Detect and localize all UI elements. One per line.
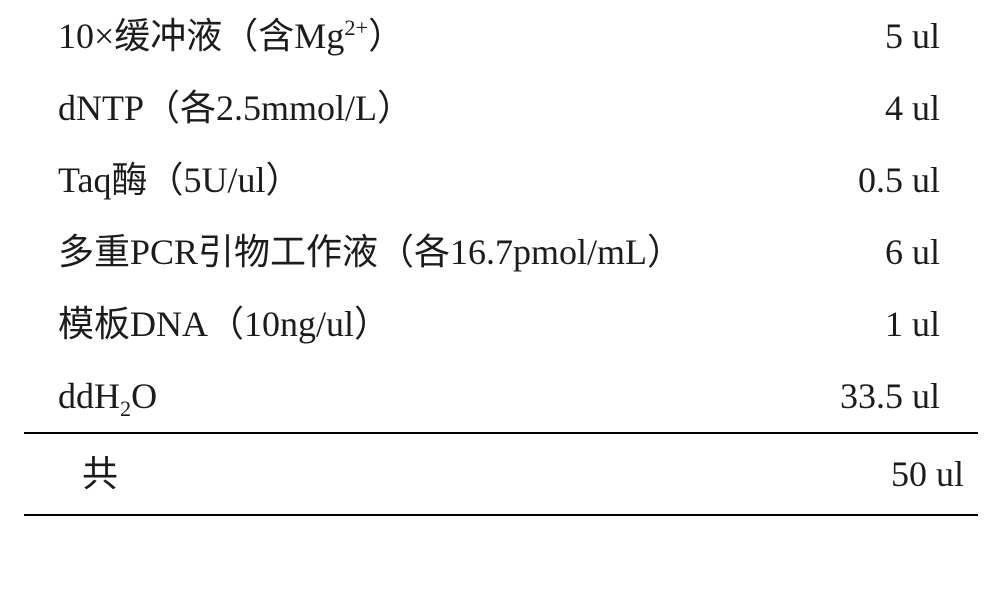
table-row: dNTP（各2.5mmol/L） 4 ul [58, 90, 940, 126]
table-row: Taq酶（5U/ul） 0.5 ul [58, 162, 940, 198]
reagent-label: 多重PCR引物工作液（各16.7pmol/mL） [58, 234, 683, 270]
table-row: 多重PCR引物工作液（各16.7pmol/mL） 6 ul [58, 234, 940, 270]
reagent-volume: 4 ul [885, 90, 940, 126]
reagent-label: 模板DNA（10ng/ul） [58, 306, 390, 342]
total-row: 共 50 ul [58, 434, 964, 514]
table-row: 10×缓冲液（含Mg2+） 5 ul [58, 18, 940, 54]
total-label: 共 [82, 456, 118, 492]
reagent-label: Taq酶（5U/ul） [58, 162, 301, 198]
total-volume: 50 ul [891, 456, 964, 492]
reagent-volume: 33.5 ul [840, 378, 940, 414]
reagent-volume: 0.5 ul [858, 162, 940, 198]
divider-bottom [24, 514, 978, 516]
table-row: 模板DNA（10ng/ul） 1 ul [58, 306, 940, 342]
reagent-label: 10×缓冲液（含Mg2+） [58, 18, 404, 54]
reagent-table: 10×缓冲液（含Mg2+） 5 ul dNTP（各2.5mmol/L） 4 ul… [0, 0, 1000, 592]
reagent-label: ddH2O [58, 378, 157, 414]
reagent-volume: 1 ul [885, 306, 940, 342]
reagent-label: dNTP（各2.5mmol/L） [58, 90, 413, 126]
reagent-volume: 5 ul [885, 18, 940, 54]
table-row: ddH2O 33.5 ul [58, 378, 940, 414]
reagent-volume: 6 ul [885, 234, 940, 270]
